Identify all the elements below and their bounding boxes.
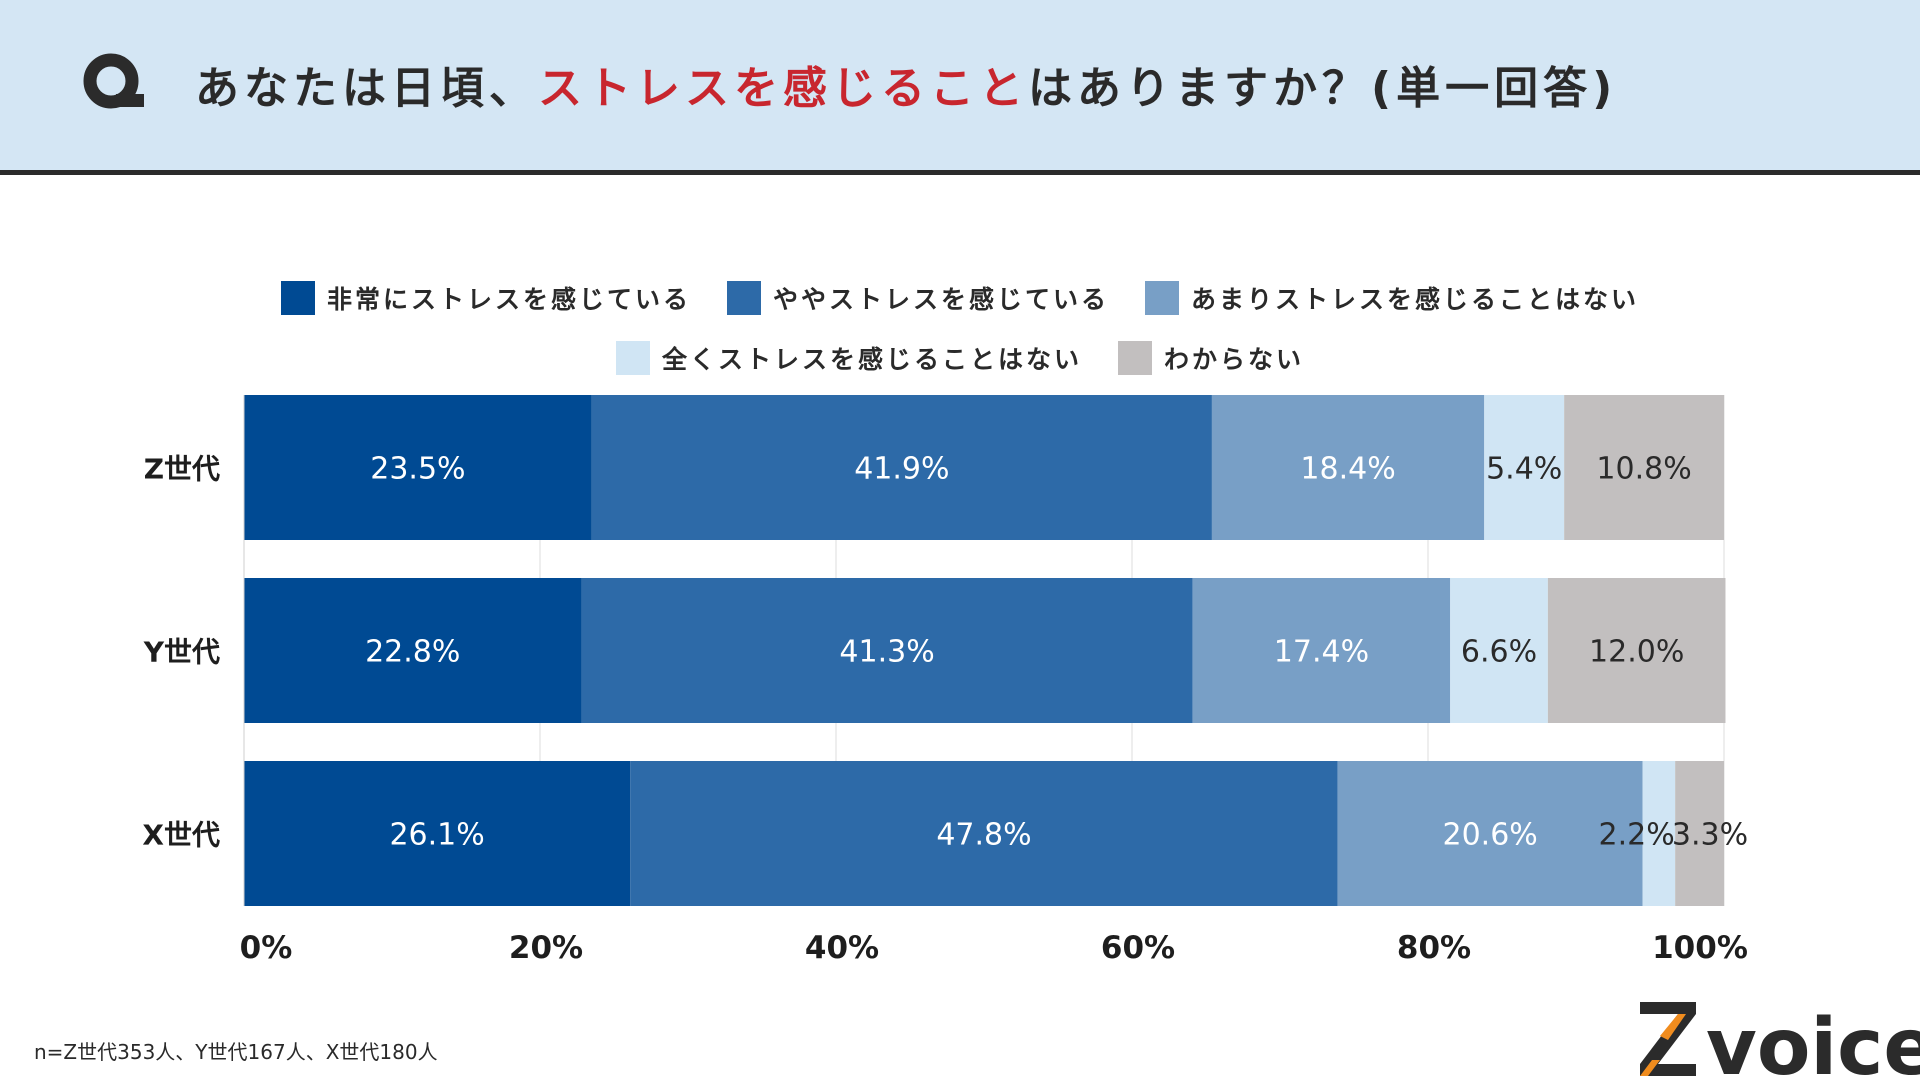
x-tick-label: 100% [1652,930,1748,966]
bar-segment [1484,395,1565,540]
x-tick-label: 80% [1397,930,1471,966]
bar-value-label: 22.8% [365,635,460,670]
bar-segment [1192,578,1451,723]
bar-value-label: 41.3% [839,635,934,670]
bar-segment [244,395,592,540]
bar-value-label: 3.3% [1672,818,1748,853]
bar-segment [581,578,1193,723]
bar-segment [1450,578,1548,723]
bar-segment [630,761,1338,906]
legend-label: 全くストレスを感じることはない [661,345,1082,374]
legend-label: わからない [1164,345,1305,374]
legend-item-very-stressed: 非常にストレスを感じている [280,280,691,316]
bar-value-label: 12.0% [1589,635,1684,670]
bar-value-label: 2.2% [1598,818,1674,853]
legend-item-never-stressed: 全くストレスを感じることはない [615,340,1082,376]
zvoice-logo: voice [1640,1002,1920,1080]
question-highlight: ストレスを感じること [538,63,1028,114]
bar-segment [1547,578,1726,723]
bar-segment [244,761,631,906]
category-label: Z世代 [144,453,220,486]
bar-value-label: 5.4% [1486,452,1562,487]
bar-segment [1675,761,1724,906]
bar-segment [1564,395,1724,540]
legend-label: 非常にストレスを感じている [326,285,691,314]
bar-value-label: 41.9% [854,452,949,487]
legend-swatch [726,281,761,315]
legend-item-unknown: わからない [1118,340,1304,376]
bar-value-label: 18.4% [1300,452,1395,487]
bar-segment [244,578,582,723]
x-tick-label: 0% [240,930,293,966]
question-text: あなたは日頃、ストレスを感じることはありますか？(単一回答) [195,54,1617,124]
question-after: はありますか？(単一回答) [1028,63,1618,114]
legend-row-1: 非常にストレスを感じている ややストレスを感じている あまりストレスを感じること… [0,280,1920,316]
legend-swatch [615,341,650,375]
bar-value-label: 26.1% [389,818,484,853]
bar-segment [591,395,1212,540]
legend-swatch [280,281,315,315]
bar-value-label: 10.8% [1596,452,1691,487]
x-tick-label: 40% [805,930,879,966]
bar-value-label: 20.6% [1443,818,1538,853]
category-label: X世代 [142,819,220,852]
x-tick-label: 20% [509,930,583,966]
category-label: Y世代 [143,636,220,669]
bar-segment [1642,761,1676,906]
legend-label: あまりストレスを感じることはない [1191,285,1640,314]
question-header: あなたは日頃、ストレスを感じることはありますか？(単一回答) [0,0,1920,170]
q-icon [83,53,144,109]
x-tick-label: 60% [1101,930,1175,966]
header-divider [0,170,1920,175]
bar-value-label: 23.5% [370,452,465,487]
stacked-bar-chart: 23.5% 41.9% 18.4% 5.4% 10.8% Z世代 22.8% 41.3% 17.… [142,395,1748,966]
legend-item-somewhat-stressed: ややストレスを感じている [726,280,1109,316]
legend-swatch [1145,281,1179,315]
sample-size-note: n=Z世代353人、Y世代167人、X世代180人 [34,1040,438,1064]
question-before: あなたは日頃、 [195,63,538,114]
bar-value-label: 47.8% [936,818,1031,853]
legend-item-rarely-stressed: あまりストレスを感じることはない [1145,280,1639,316]
bar-segment [1211,395,1485,540]
legend-swatch [1118,341,1152,375]
bar-value-label: 6.6% [1461,635,1537,670]
legend-row-2: 全くストレスを感じることはない わからない [0,340,1920,376]
legend-label: ややストレスを感じている [772,285,1109,314]
logo-word: voice [1706,1003,1920,1080]
bar-segment [1337,761,1643,906]
bar-value-label: 17.4% [1274,635,1369,670]
